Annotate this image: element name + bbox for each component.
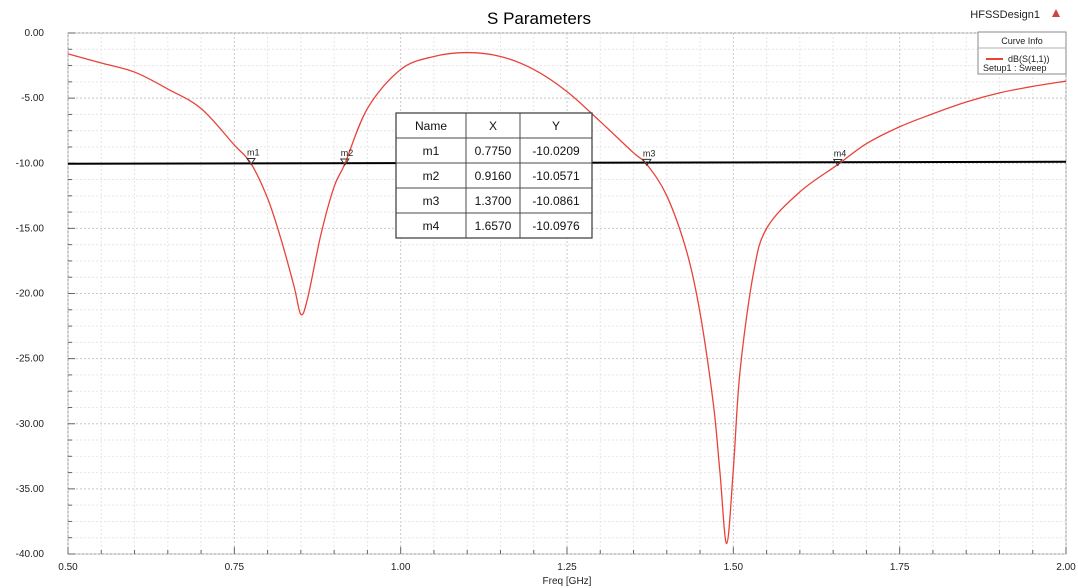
x-axis-label: Freq [GHz] xyxy=(543,576,592,587)
marker-table-cell xyxy=(519,212,593,239)
x-tick-label: 1.75 xyxy=(890,562,910,573)
marker-table-value: 0.7750 xyxy=(475,144,512,158)
x-tick-label: 1.50 xyxy=(724,562,744,573)
legend-setup: Setup1 : Sweep xyxy=(983,63,1047,73)
design-name: HFSSDesign1 xyxy=(970,9,1040,21)
legend[interactable]: Curve Info dB(S(1,1)) Setup1 : Sweep xyxy=(977,31,1067,75)
marker-m1-label: m1 xyxy=(247,148,260,158)
x-tick-label: 1.00 xyxy=(391,562,411,573)
y-tick-label: -40.00 xyxy=(16,549,45,560)
y-tick-label: -10.00 xyxy=(16,158,45,169)
marker-table-value: -10.0209 xyxy=(532,144,580,158)
marker-table-frame xyxy=(395,112,593,239)
x-tick-label: 0.50 xyxy=(58,562,78,573)
warning-triangle-icon[interactable] xyxy=(1052,9,1060,17)
marker-m3-label: m3 xyxy=(643,148,656,158)
marker-m2-icon[interactable] xyxy=(339,158,350,166)
x-tick-label: 1.25 xyxy=(557,562,577,573)
y-tick-label: -30.00 xyxy=(16,419,45,430)
marker-table-header: X xyxy=(489,119,497,133)
y-tick-label: 0.00 xyxy=(25,28,45,39)
y-tick-label: -35.00 xyxy=(16,484,45,495)
legend-box xyxy=(977,31,1067,75)
marker-table-value: -10.0571 xyxy=(532,169,580,183)
y-tick-label: -20.00 xyxy=(16,289,45,300)
y-tick-label: -15.00 xyxy=(16,223,45,234)
y-tick-label: -5.00 xyxy=(21,93,44,104)
marker-table-value: m1 xyxy=(423,144,440,158)
marker-table-value: m2 xyxy=(423,169,440,183)
marker-table-value: 1.3700 xyxy=(475,194,512,208)
markers: m1 m2 m3 m4 xyxy=(246,148,847,167)
marker-table-value: m4 xyxy=(423,219,440,233)
marker-table[interactable]: Name X Ym1 0.7750 -10.0209 m2 0.9160 -10.0571 m3… xyxy=(395,112,593,239)
marker-table-value: -10.0861 xyxy=(532,194,580,208)
legend-title: Curve Info xyxy=(1001,36,1043,46)
marker-m4-label: m4 xyxy=(834,149,847,159)
marker-table-header: Y xyxy=(552,119,560,133)
marker-m3-icon[interactable] xyxy=(641,158,652,167)
y-tick-label: -25.00 xyxy=(16,354,45,365)
marker-m2-label: m2 xyxy=(341,148,354,158)
marker-table-value: -10.0976 xyxy=(532,219,580,233)
marker-table-value: m3 xyxy=(423,194,440,208)
y-axis-ticks: 0.00 -5.00 -10.00 -15.00 -20.00 -25.00 -30.00 -… xyxy=(16,28,45,560)
marker-table-value: 0.9160 xyxy=(475,169,512,183)
x-tick-label: 0.75 xyxy=(225,562,245,573)
x-axis-ticks: 0.50 0.75 1.00 1.25 1.50 1.75 2.00 xyxy=(58,562,1076,573)
marker-m1-icon[interactable] xyxy=(246,158,256,166)
legend-entry: dB(S(1,1)) xyxy=(1008,54,1050,64)
series-line-dB-S11[interactable] xyxy=(67,51,1067,545)
marker-table-header: Name xyxy=(415,119,447,133)
chart-title: S Parameters xyxy=(487,9,591,28)
marker-m4-icon[interactable] xyxy=(832,159,843,167)
x-tick-label: 2.00 xyxy=(1056,562,1076,573)
marker-table-value: 1.6570 xyxy=(475,219,512,233)
